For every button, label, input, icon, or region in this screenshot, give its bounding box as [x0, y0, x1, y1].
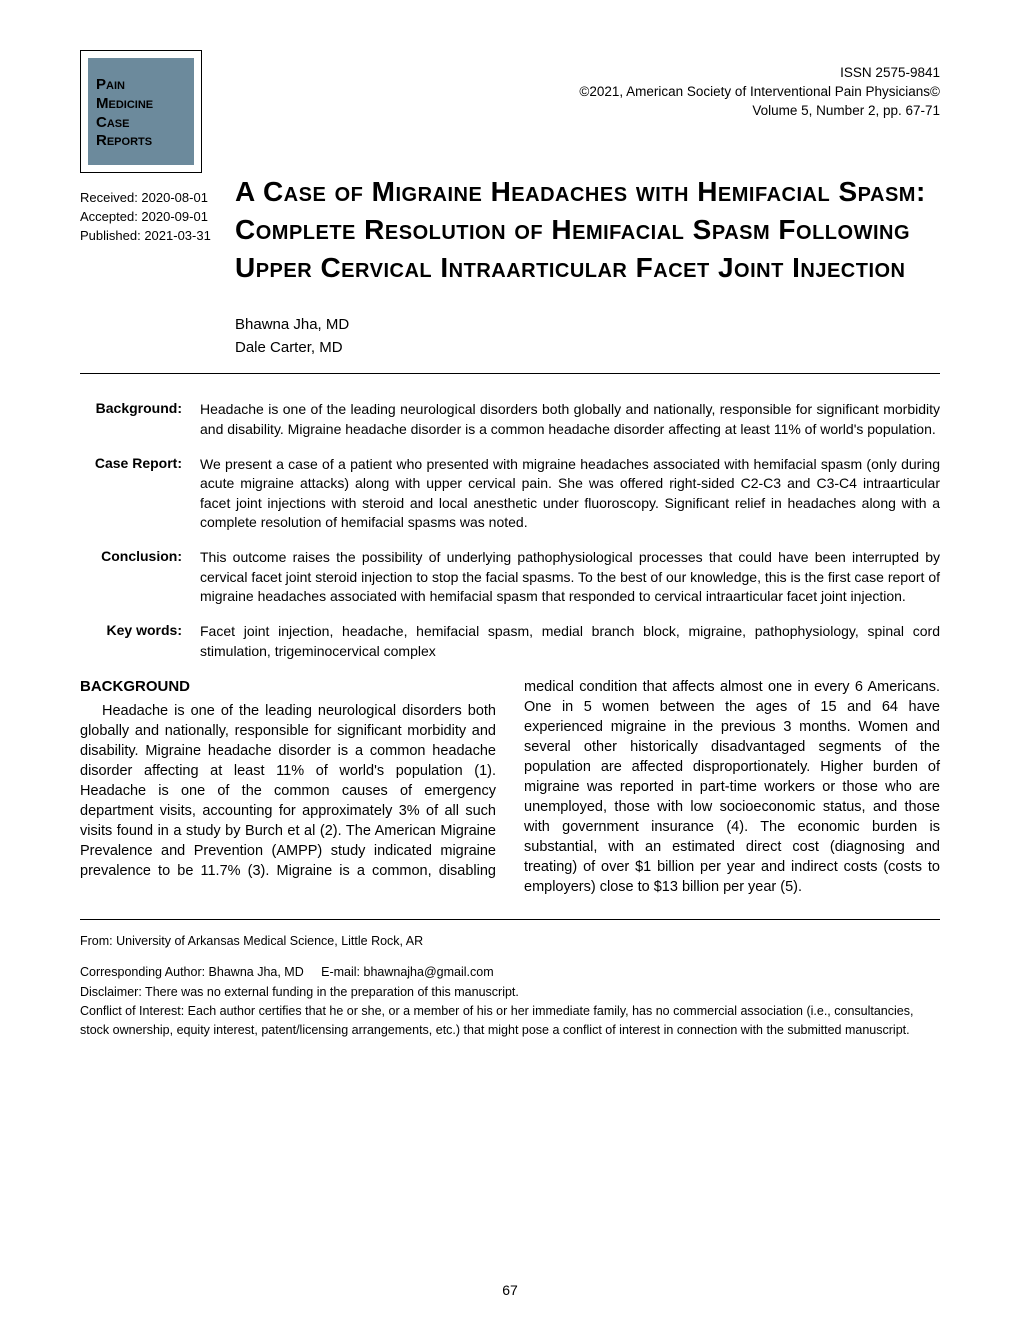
journal-line2: Medicine	[96, 95, 186, 114]
abstract-background-row: Background: Headache is one of the leadi…	[80, 400, 940, 439]
footer-disclaimer: Disclaimer: There was no external fundin…	[80, 983, 940, 1002]
article-title: A Case of Migraine Headaches with Hemifa…	[235, 173, 940, 286]
journal-line1: Pain	[96, 76, 186, 95]
issn-line1: ISSN 2575-9841	[579, 64, 940, 83]
issn-block: ISSN 2575-9841 ©2021, American Society o…	[579, 50, 940, 121]
divider-footer	[80, 919, 940, 920]
background-text: Headache is one of the leading neurologi…	[200, 400, 940, 439]
body-section: BACKGROUND Headache is one of the leadin…	[80, 677, 940, 897]
divider-top	[80, 373, 940, 374]
footer-from: From: University of Arkansas Medical Sci…	[80, 932, 940, 951]
author-2: Dale Carter, MD	[235, 337, 940, 360]
corresponding-email: E-mail: bhawnajha@gmail.com	[321, 965, 493, 979]
issn-line2: ©2021, American Society of Interventiona…	[579, 83, 940, 102]
body-heading: BACKGROUND	[80, 677, 496, 698]
footer-info: From: University of Arkansas Medical Sci…	[80, 932, 940, 1041]
footer-corresponding: Corresponding Author: Bhawna Jha, MD E-m…	[80, 963, 940, 982]
date-accepted: Accepted: 2020-09-01	[80, 208, 235, 227]
case-label: Case Report:	[80, 455, 200, 532]
background-label: Background:	[80, 400, 200, 439]
journal-line3: Case	[96, 114, 186, 133]
journal-line4: Reports	[96, 132, 186, 151]
page-number: 67	[0, 1282, 1020, 1298]
case-text: We present a case of a patient who prese…	[200, 455, 940, 532]
journal-box-inner: Pain Medicine Case Reports	[88, 58, 194, 165]
abstract-conclusion-row: Conclusion: This outcome raises the poss…	[80, 548, 940, 606]
body-paragraph: Headache is one of the leading neurologi…	[80, 677, 940, 897]
conclusion-text: This outcome raises the possibility of u…	[200, 548, 940, 606]
conclusion-label: Conclusion:	[80, 548, 200, 606]
journal-box: Pain Medicine Case Reports	[80, 50, 202, 173]
keywords-label: Key words:	[80, 622, 200, 661]
abstract-case-row: Case Report: We present a case of a pati…	[80, 455, 940, 532]
corresponding-author: Corresponding Author: Bhawna Jha, MD	[80, 965, 304, 979]
abstract-keywords-row: Key words: Facet joint injection, headac…	[80, 622, 940, 661]
date-published: Published: 2021-03-31	[80, 227, 235, 246]
dates-block: Received: 2020-08-01 Accepted: 2020-09-0…	[80, 189, 235, 246]
keywords-text: Facet joint injection, headache, hemifac…	[200, 622, 940, 661]
date-received: Received: 2020-08-01	[80, 189, 235, 208]
issn-line3: Volume 5, Number 2, pp. 67-71	[579, 102, 940, 121]
footer-conflict: Conflict of Interest: Each author certif…	[80, 1002, 940, 1041]
author-1: Bhawna Jha, MD	[235, 314, 940, 337]
authors-block: Bhawna Jha, MD Dale Carter, MD	[235, 314, 940, 359]
